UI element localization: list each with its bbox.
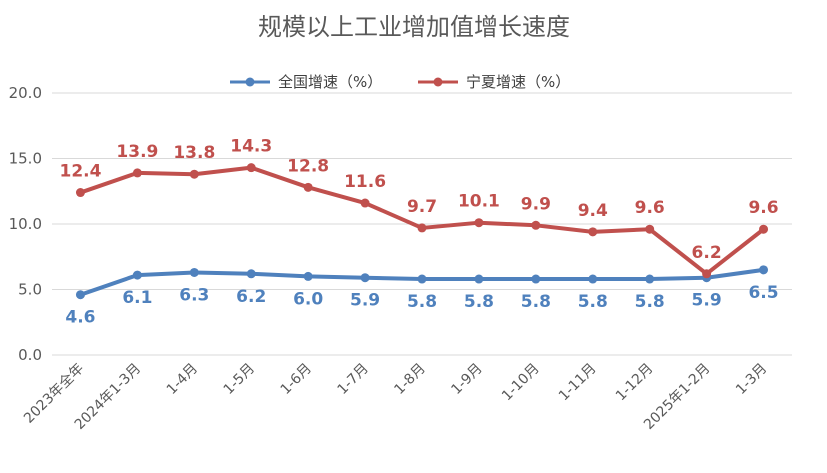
- point-ningxia: [645, 224, 655, 234]
- data-label-national: 6.3: [179, 285, 209, 305]
- data-label-national: 5.8: [578, 292, 608, 312]
- x-tick-label: 1-11月: [556, 361, 600, 405]
- data-label-ningxia: 11.6: [344, 172, 386, 192]
- data-label-national: 6.0: [293, 289, 323, 309]
- x-tick-label: 1-4月: [164, 361, 201, 398]
- point-national: [645, 274, 655, 284]
- legend-label-national: 全国增速（%）: [278, 73, 382, 91]
- data-label-ningxia: 10.1: [458, 192, 500, 212]
- point-national: [588, 274, 598, 284]
- data-label-ningxia: 6.2: [692, 243, 722, 263]
- point-ningxia: [246, 163, 256, 173]
- data-label-national: 6.5: [748, 283, 778, 303]
- series-layer: [75, 163, 769, 300]
- point-national: [474, 274, 484, 284]
- data-labels: 4.6 6.1 6.3 6.2 6.0 5.9 5.8 5.8 5.8 5.8 5.8 5.9 6.5 1…: [59, 137, 778, 328]
- x-tick-label: 1-7月: [335, 361, 372, 398]
- data-label-national: 6.2: [236, 287, 266, 307]
- point-ningxia: [474, 218, 484, 228]
- point-ningxia: [531, 220, 541, 230]
- point-ningxia: [303, 182, 313, 192]
- x-tick-label: 1-5月: [221, 361, 258, 398]
- y-tick-label: 15.0: [9, 150, 42, 168]
- data-label-national: 6.1: [122, 288, 152, 308]
- y-tick-label: 20.0: [9, 84, 42, 102]
- x-tick-label: 1-12月: [613, 361, 657, 405]
- legend-marker-ningxia: [433, 77, 443, 87]
- point-ningxia: [132, 168, 142, 178]
- point-national: [360, 273, 370, 283]
- point-ningxia: [759, 224, 769, 234]
- point-ningxia: [588, 227, 598, 237]
- data-label-ningxia: 13.9: [116, 142, 158, 162]
- point-national: [246, 269, 256, 279]
- point-national: [303, 271, 313, 281]
- point-national: [417, 274, 427, 284]
- data-label-ningxia: 12.8: [287, 156, 329, 176]
- data-label-national: 5.8: [635, 292, 665, 312]
- data-label-ningxia: 12.4: [59, 162, 101, 182]
- y-tick-label: 10.0: [9, 215, 42, 233]
- x-tick-label: 1-10月: [499, 361, 543, 405]
- data-label-national: 4.6: [65, 308, 95, 328]
- point-national: [531, 274, 541, 284]
- x-tick-label: 1-9月: [448, 361, 485, 398]
- data-label-ningxia: 13.8: [173, 143, 215, 163]
- point-ningxia: [189, 169, 199, 179]
- data-label-ningxia: 14.3: [230, 137, 272, 157]
- x-tick-label: 1-6月: [278, 361, 315, 398]
- point-national: [189, 267, 199, 277]
- legend: 全国增速（%） 宁夏增速（%）: [230, 73, 570, 91]
- data-label-ningxia: 9.9: [521, 194, 551, 214]
- data-label-national: 5.9: [692, 291, 722, 311]
- x-tick-label: 1-3月: [733, 361, 770, 398]
- point-ningxia: [702, 269, 712, 279]
- data-label-national: 5.8: [407, 292, 437, 312]
- y-axis: 0.0 5.0 10.0 15.0 20.0: [9, 84, 42, 364]
- data-label-ningxia: 9.6: [748, 198, 778, 218]
- data-label-national: 5.8: [521, 292, 551, 312]
- series-line-ningxia: [78, 165, 766, 276]
- point-national: [759, 265, 769, 275]
- point-ningxia: [417, 223, 427, 233]
- data-label-national: 5.9: [350, 291, 380, 311]
- legend-marker-national: [245, 77, 255, 87]
- chart-title: 规模以上工业增加值增长速度: [258, 13, 570, 41]
- legend-label-ningxia: 宁夏增速（%）: [466, 73, 570, 91]
- point-ningxia: [360, 198, 370, 208]
- data-label-ningxia: 9.4: [578, 201, 608, 221]
- y-tick-label: 5.0: [18, 281, 42, 299]
- y-tick-label: 0.0: [18, 346, 42, 364]
- data-label-ningxia: 9.7: [407, 197, 437, 217]
- point-national: [132, 270, 142, 280]
- point-national: [75, 290, 85, 300]
- data-label-ningxia: 9.6: [635, 198, 665, 218]
- data-label-national: 5.8: [464, 292, 494, 312]
- point-ningxia: [75, 188, 85, 198]
- x-tick-label: 1-8月: [391, 361, 428, 398]
